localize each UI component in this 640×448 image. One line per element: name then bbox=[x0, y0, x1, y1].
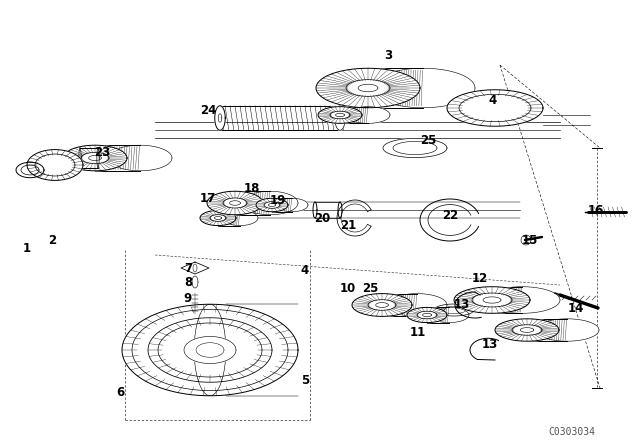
Polygon shape bbox=[335, 106, 345, 130]
Polygon shape bbox=[346, 107, 390, 123]
Polygon shape bbox=[495, 319, 559, 341]
Text: 25: 25 bbox=[420, 134, 436, 146]
Text: 13: 13 bbox=[454, 298, 470, 311]
Polygon shape bbox=[535, 319, 599, 341]
Text: 23: 23 bbox=[94, 146, 110, 159]
Polygon shape bbox=[16, 162, 44, 178]
Text: 16: 16 bbox=[588, 203, 604, 216]
Polygon shape bbox=[429, 307, 469, 323]
Polygon shape bbox=[387, 293, 447, 316]
Text: 17: 17 bbox=[200, 191, 216, 204]
Text: 5: 5 bbox=[301, 374, 309, 387]
Polygon shape bbox=[122, 304, 298, 396]
Text: 8: 8 bbox=[184, 276, 192, 289]
Polygon shape bbox=[108, 145, 172, 171]
Polygon shape bbox=[434, 304, 474, 316]
Text: C0303034: C0303034 bbox=[548, 427, 595, 437]
Polygon shape bbox=[63, 145, 127, 171]
Polygon shape bbox=[256, 198, 288, 212]
Text: 9: 9 bbox=[184, 293, 192, 306]
Text: 4: 4 bbox=[489, 94, 497, 107]
Text: 2: 2 bbox=[48, 233, 56, 246]
Text: 24: 24 bbox=[200, 103, 216, 116]
Text: 13: 13 bbox=[482, 339, 498, 352]
Text: 1: 1 bbox=[23, 241, 31, 254]
Polygon shape bbox=[407, 307, 447, 323]
Text: 21: 21 bbox=[340, 219, 356, 232]
Polygon shape bbox=[383, 138, 447, 158]
Text: 22: 22 bbox=[442, 208, 458, 221]
Text: 18: 18 bbox=[244, 181, 260, 194]
Polygon shape bbox=[447, 90, 543, 126]
Text: 15: 15 bbox=[522, 233, 538, 246]
Text: 6: 6 bbox=[116, 387, 124, 400]
Polygon shape bbox=[200, 211, 236, 225]
Polygon shape bbox=[27, 150, 83, 181]
Text: 12: 12 bbox=[472, 271, 488, 284]
Polygon shape bbox=[318, 107, 362, 123]
Polygon shape bbox=[316, 68, 420, 108]
Polygon shape bbox=[484, 287, 560, 313]
Polygon shape bbox=[371, 68, 475, 108]
Polygon shape bbox=[454, 287, 530, 313]
Polygon shape bbox=[148, 318, 272, 382]
Text: 19: 19 bbox=[270, 194, 286, 207]
Text: 7: 7 bbox=[184, 262, 192, 275]
Polygon shape bbox=[352, 293, 412, 316]
Polygon shape bbox=[215, 106, 225, 130]
Text: 14: 14 bbox=[568, 302, 584, 314]
Polygon shape bbox=[222, 211, 258, 225]
Text: 4: 4 bbox=[301, 263, 309, 276]
Text: 3: 3 bbox=[384, 48, 392, 61]
Text: 25: 25 bbox=[362, 281, 378, 294]
Text: 11: 11 bbox=[410, 327, 426, 340]
Polygon shape bbox=[276, 198, 308, 212]
Polygon shape bbox=[207, 191, 263, 215]
Polygon shape bbox=[242, 191, 298, 215]
Text: 20: 20 bbox=[314, 211, 330, 224]
Polygon shape bbox=[184, 336, 236, 363]
Text: 10: 10 bbox=[340, 281, 356, 294]
